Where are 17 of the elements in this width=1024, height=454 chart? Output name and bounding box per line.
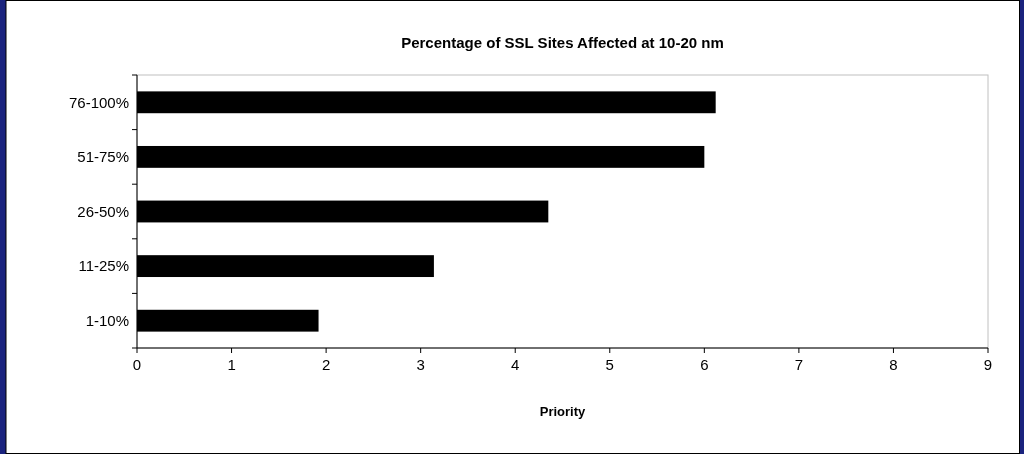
x-tick-label: 2	[321, 356, 331, 373]
chart-title: Percentage of SSL Sites Affected at 10-20 nm	[401, 34, 724, 51]
x-tick-label: 9	[983, 356, 993, 373]
x-tick-label: 8	[889, 356, 898, 373]
x-axis-title: Priority	[539, 404, 587, 419]
y-tick-label: 76-100%	[68, 93, 129, 111]
y-tick-label: 11-25%	[78, 257, 129, 275]
x-tick-label: 7	[794, 356, 804, 373]
y-tick-label: 51-75%	[77, 148, 129, 166]
x-tick-label: 0	[132, 356, 142, 373]
x-tick-label: 1	[227, 356, 236, 373]
x-tick-label: 4	[511, 356, 520, 373]
y-tick-label: 1-10%	[85, 311, 129, 329]
x-tick-label: 3	[416, 356, 425, 373]
x-tick-label: 6	[700, 356, 709, 373]
y-tick-label: 26-50%	[77, 202, 129, 220]
x-tick-label: 5	[605, 356, 614, 373]
